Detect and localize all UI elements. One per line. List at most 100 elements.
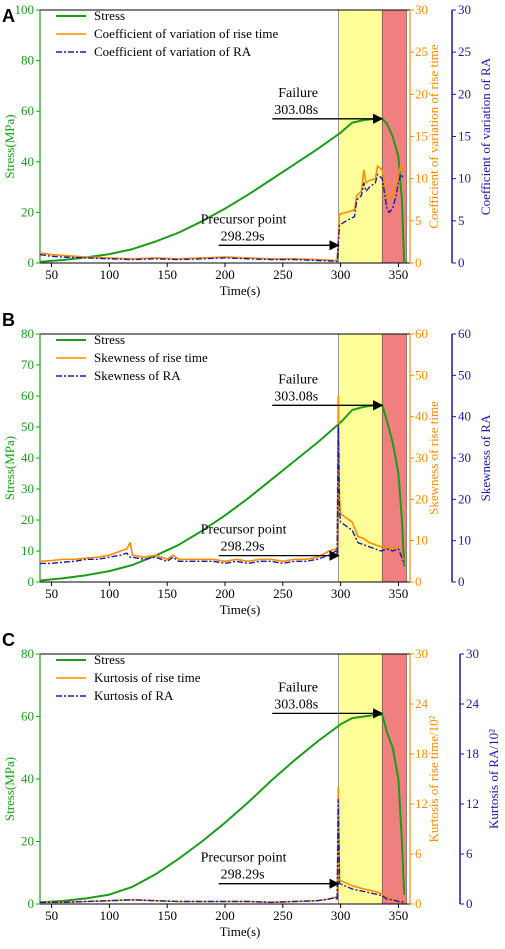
annotation-title: Failure xyxy=(278,680,318,695)
y-right1-tick-label: 18 xyxy=(415,746,428,761)
annotation-value: 303.08s xyxy=(274,697,318,712)
legend-label: Coefficient of variation of rise time xyxy=(94,26,278,41)
x-tick-label: 100 xyxy=(100,908,120,923)
y-left-tick-label: 20 xyxy=(21,834,34,849)
shaded-region-yellow xyxy=(338,333,383,583)
y-right2-axis-label: Kurtosis of RA/10² xyxy=(486,729,501,829)
y-right2-tick-label: 0 xyxy=(458,574,465,589)
x-axis-label: Time(s) xyxy=(220,283,261,298)
y-left-tick-label: 0 xyxy=(28,896,35,911)
y-right2-axis-label: Skewness of RA xyxy=(478,414,493,501)
y-right1-tick-label: 24 xyxy=(415,696,429,711)
y-left-tick-label: 40 xyxy=(21,450,34,465)
y-right1-tick-label: 20 xyxy=(415,86,428,101)
y-right1-tick-label: 15 xyxy=(415,129,428,144)
y-right2-tick-label: 20 xyxy=(458,86,471,101)
y-right1-tick-label: 60 xyxy=(415,326,428,341)
series-line-ra xyxy=(39,173,405,262)
annotation-value: 298.29s xyxy=(221,229,265,244)
y-left-tick-label: 10 xyxy=(21,543,34,558)
y-left-tick-label: 80 xyxy=(21,646,34,661)
y-right2-tick-label: 50 xyxy=(458,367,471,382)
y-left-tick-label: 100 xyxy=(15,2,35,17)
annotation-value: 298.29s xyxy=(221,868,265,883)
y-right1-tick-label: 10 xyxy=(415,171,428,186)
y-right1-tick-label: 20 xyxy=(415,491,428,506)
x-tick-label: 50 xyxy=(45,908,58,923)
y-right1-tick-label: 40 xyxy=(415,409,428,424)
legend-label: Stress xyxy=(94,652,125,667)
x-axis-label: Time(s) xyxy=(220,924,261,939)
x-tick-label: 100 xyxy=(100,586,120,601)
x-tick-label: 300 xyxy=(331,267,351,282)
y-right2-tick-label: 20 xyxy=(458,491,471,506)
y-right1-tick-label: 25 xyxy=(415,44,428,59)
y-right2-tick-label: 60 xyxy=(458,326,471,341)
y-right2-tick-label: 10 xyxy=(458,533,471,548)
x-tick-label: 350 xyxy=(389,908,409,923)
y-right1-tick-label: 10 xyxy=(415,533,428,548)
y-right2-tick-label: 30 xyxy=(466,646,479,661)
y-right2-tick-label: 25 xyxy=(458,44,471,59)
x-tick-label: 250 xyxy=(273,908,293,923)
y-right2-tick-label: 30 xyxy=(458,450,471,465)
annotation-value: 303.08s xyxy=(274,389,318,404)
x-tick-label: 50 xyxy=(45,586,58,601)
annotation-title: Precursor point xyxy=(201,212,287,227)
y-right2-tick-label: 24 xyxy=(466,696,480,711)
y-right1-tick-label: 12 xyxy=(415,796,428,811)
x-axis-label: Time(s) xyxy=(220,602,261,617)
x-tick-label: 200 xyxy=(215,586,235,601)
y-left-tick-label: 40 xyxy=(21,154,34,169)
y-left-axis-label: Stress(MPa) xyxy=(2,436,17,500)
y-right1-axis-label: Coefficient of variation of rise time xyxy=(426,44,441,228)
y-right1-axis-label: Skewness of rise time xyxy=(426,401,441,515)
shaded-region-yellow xyxy=(338,653,383,905)
shaded-region-yellow xyxy=(338,9,383,264)
annotation-value: 303.08s xyxy=(274,103,318,118)
x-tick-label: 50 xyxy=(45,267,58,282)
panel-C: C50 100 150 200 250 300 350Time(s)020406080Str… xyxy=(2,630,501,939)
series-line-ra xyxy=(40,424,405,565)
annotation-value: 298.29s xyxy=(221,540,265,555)
y-left-tick-label: 20 xyxy=(21,204,34,219)
y-right1-tick-label: 50 xyxy=(415,367,428,382)
annotation-title: Failure xyxy=(278,372,318,387)
x-tick-label: 200 xyxy=(215,908,235,923)
y-left-tick-label: 80 xyxy=(21,53,34,68)
panel-letter: C xyxy=(2,630,15,650)
y-right1-tick-label: 30 xyxy=(415,450,428,465)
y-right1-tick-label: 5 xyxy=(415,213,422,228)
y-left-tick-label: 70 xyxy=(21,357,34,372)
y-left-tick-label: 60 xyxy=(21,709,34,724)
x-tick-label: 300 xyxy=(331,586,351,601)
y-right2-tick-label: 0 xyxy=(458,255,465,270)
y-left-tick-label: 30 xyxy=(21,481,34,496)
y-right1-axis-label: Kurtosis of rise time/10² xyxy=(426,715,441,842)
y-right2-tick-label: 12 xyxy=(466,796,479,811)
x-tick-label: 150 xyxy=(157,267,177,282)
x-tick-label: 250 xyxy=(273,267,293,282)
series-line-stress xyxy=(39,404,406,582)
y-left-tick-label: 0 xyxy=(28,255,35,270)
series-line-rise xyxy=(39,395,405,563)
series-line-stress xyxy=(39,713,406,904)
x-tick-label: 200 xyxy=(215,267,235,282)
y-left-axis-label: Stress(MPa) xyxy=(2,114,17,178)
y-right2-tick-label: 18 xyxy=(466,746,479,761)
x-tick-label: 100 xyxy=(100,267,120,282)
y-right2-tick-label: 0 xyxy=(466,896,473,911)
legend-label: Skewness of rise time xyxy=(94,350,208,365)
y-left-tick-label: 0 xyxy=(28,574,35,589)
y-right2-tick-label: 30 xyxy=(458,2,471,17)
y-right2-tick-label: 5 xyxy=(458,213,465,228)
series-line-stress xyxy=(39,117,406,264)
y-right2-tick-label: 6 xyxy=(466,846,473,861)
y-left-tick-label: 80 xyxy=(21,326,34,341)
y-left-tick-label: 50 xyxy=(21,419,34,434)
x-tick-label: 300 xyxy=(331,908,351,923)
legend-label: Skewness of RA xyxy=(94,368,181,383)
y-right1-tick-label: 30 xyxy=(415,2,428,17)
panel-letter: B xyxy=(2,310,15,330)
